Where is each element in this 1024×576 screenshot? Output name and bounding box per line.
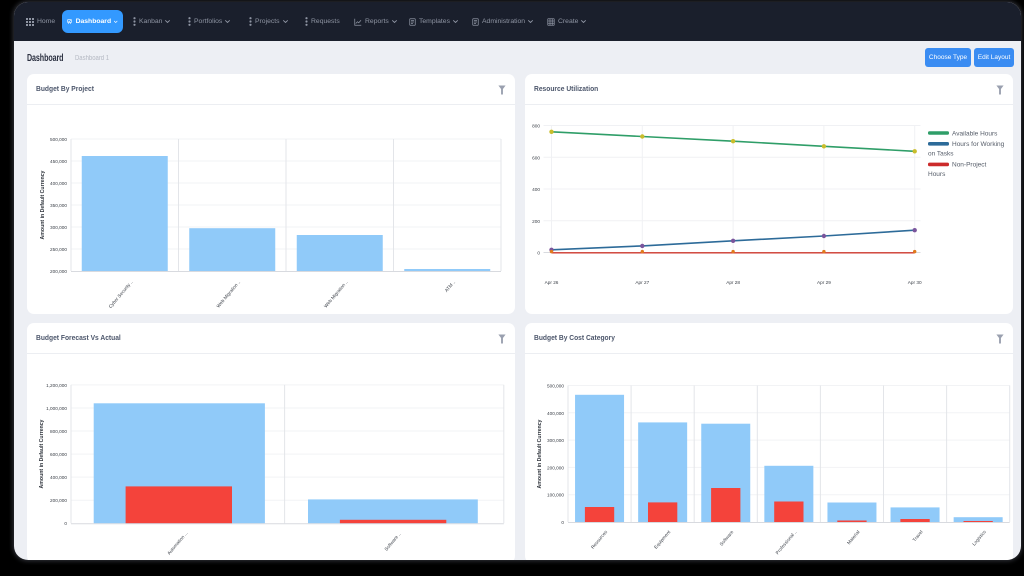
svg-text:200,000: 200,000 <box>547 465 564 470</box>
svg-text:0: 0 <box>64 521 67 526</box>
svg-text:Amount in Default Currency: Amount in Default Currency <box>39 419 45 488</box>
svg-text:Material: Material <box>846 529 861 545</box>
svg-text:300,000: 300,000 <box>50 225 67 230</box>
svg-text:400,000: 400,000 <box>547 411 564 416</box>
svg-text:Amount in Default Currency: Amount in Default Currency <box>40 170 46 239</box>
svg-text:Web Migration ..: Web Migration .. <box>323 279 349 308</box>
svg-text:0: 0 <box>561 520 564 525</box>
svg-text:350,000: 350,000 <box>50 203 67 208</box>
svg-text:800: 800 <box>532 124 540 129</box>
svg-text:450,000: 450,000 <box>50 159 67 164</box>
svg-text:400,000: 400,000 <box>50 181 67 186</box>
svg-text:1,000,000: 1,000,000 <box>46 406 67 411</box>
svg-text:200,000: 200,000 <box>50 498 67 503</box>
svg-text:600: 600 <box>532 155 540 160</box>
svg-text:Software ..: Software .. <box>384 531 402 551</box>
svg-text:Amount in Default Currency: Amount in Default Currency <box>537 419 543 488</box>
svg-text:Apr 27: Apr 27 <box>635 280 649 285</box>
svg-text:100,000: 100,000 <box>547 493 564 498</box>
svg-text:Travel: Travel <box>912 529 924 542</box>
svg-text:250,000: 250,000 <box>50 247 67 252</box>
svg-text:Apr 30: Apr 30 <box>908 280 922 285</box>
svg-text:Non-Project: Non-Project <box>952 162 987 169</box>
svg-text:Hours for Working: Hours for Working <box>952 141 1005 148</box>
svg-text:Professional ..: Professional .. <box>775 529 798 555</box>
svg-text:800,000: 800,000 <box>50 429 67 434</box>
svg-text:Available Hours: Available Hours <box>952 130 998 137</box>
svg-text:200: 200 <box>532 219 540 224</box>
svg-text:Logistics: Logistics <box>971 529 987 547</box>
svg-text:Equipment: Equipment <box>653 529 672 550</box>
svg-text:400,000: 400,000 <box>50 475 67 480</box>
svg-text:300,000: 300,000 <box>547 438 564 443</box>
svg-text:Resources: Resources <box>590 529 609 550</box>
svg-text:600,000: 600,000 <box>50 452 67 457</box>
svg-text:1,200,000: 1,200,000 <box>46 383 67 388</box>
svg-text:Web Migration ..: Web Migration .. <box>216 279 242 308</box>
svg-text:on Tasks: on Tasks <box>928 150 954 157</box>
svg-text:Apr 28: Apr 28 <box>726 280 740 285</box>
svg-text:500,000: 500,000 <box>547 384 564 389</box>
svg-text:Cyber Security ..: Cyber Security .. <box>108 279 134 309</box>
svg-text:Software: Software <box>719 529 735 547</box>
svg-text:Hours: Hours <box>928 171 946 178</box>
svg-text:500,000: 500,000 <box>50 137 67 142</box>
svg-text:ATM ..: ATM .. <box>444 279 456 293</box>
svg-text:0: 0 <box>537 251 540 256</box>
svg-text:Apr 29: Apr 29 <box>817 280 831 285</box>
svg-text:200,000: 200,000 <box>50 269 67 274</box>
svg-text:Apr 26: Apr 26 <box>545 280 559 285</box>
svg-text:400: 400 <box>532 187 540 192</box>
svg-text:Automation ...: Automation ... <box>166 530 188 555</box>
